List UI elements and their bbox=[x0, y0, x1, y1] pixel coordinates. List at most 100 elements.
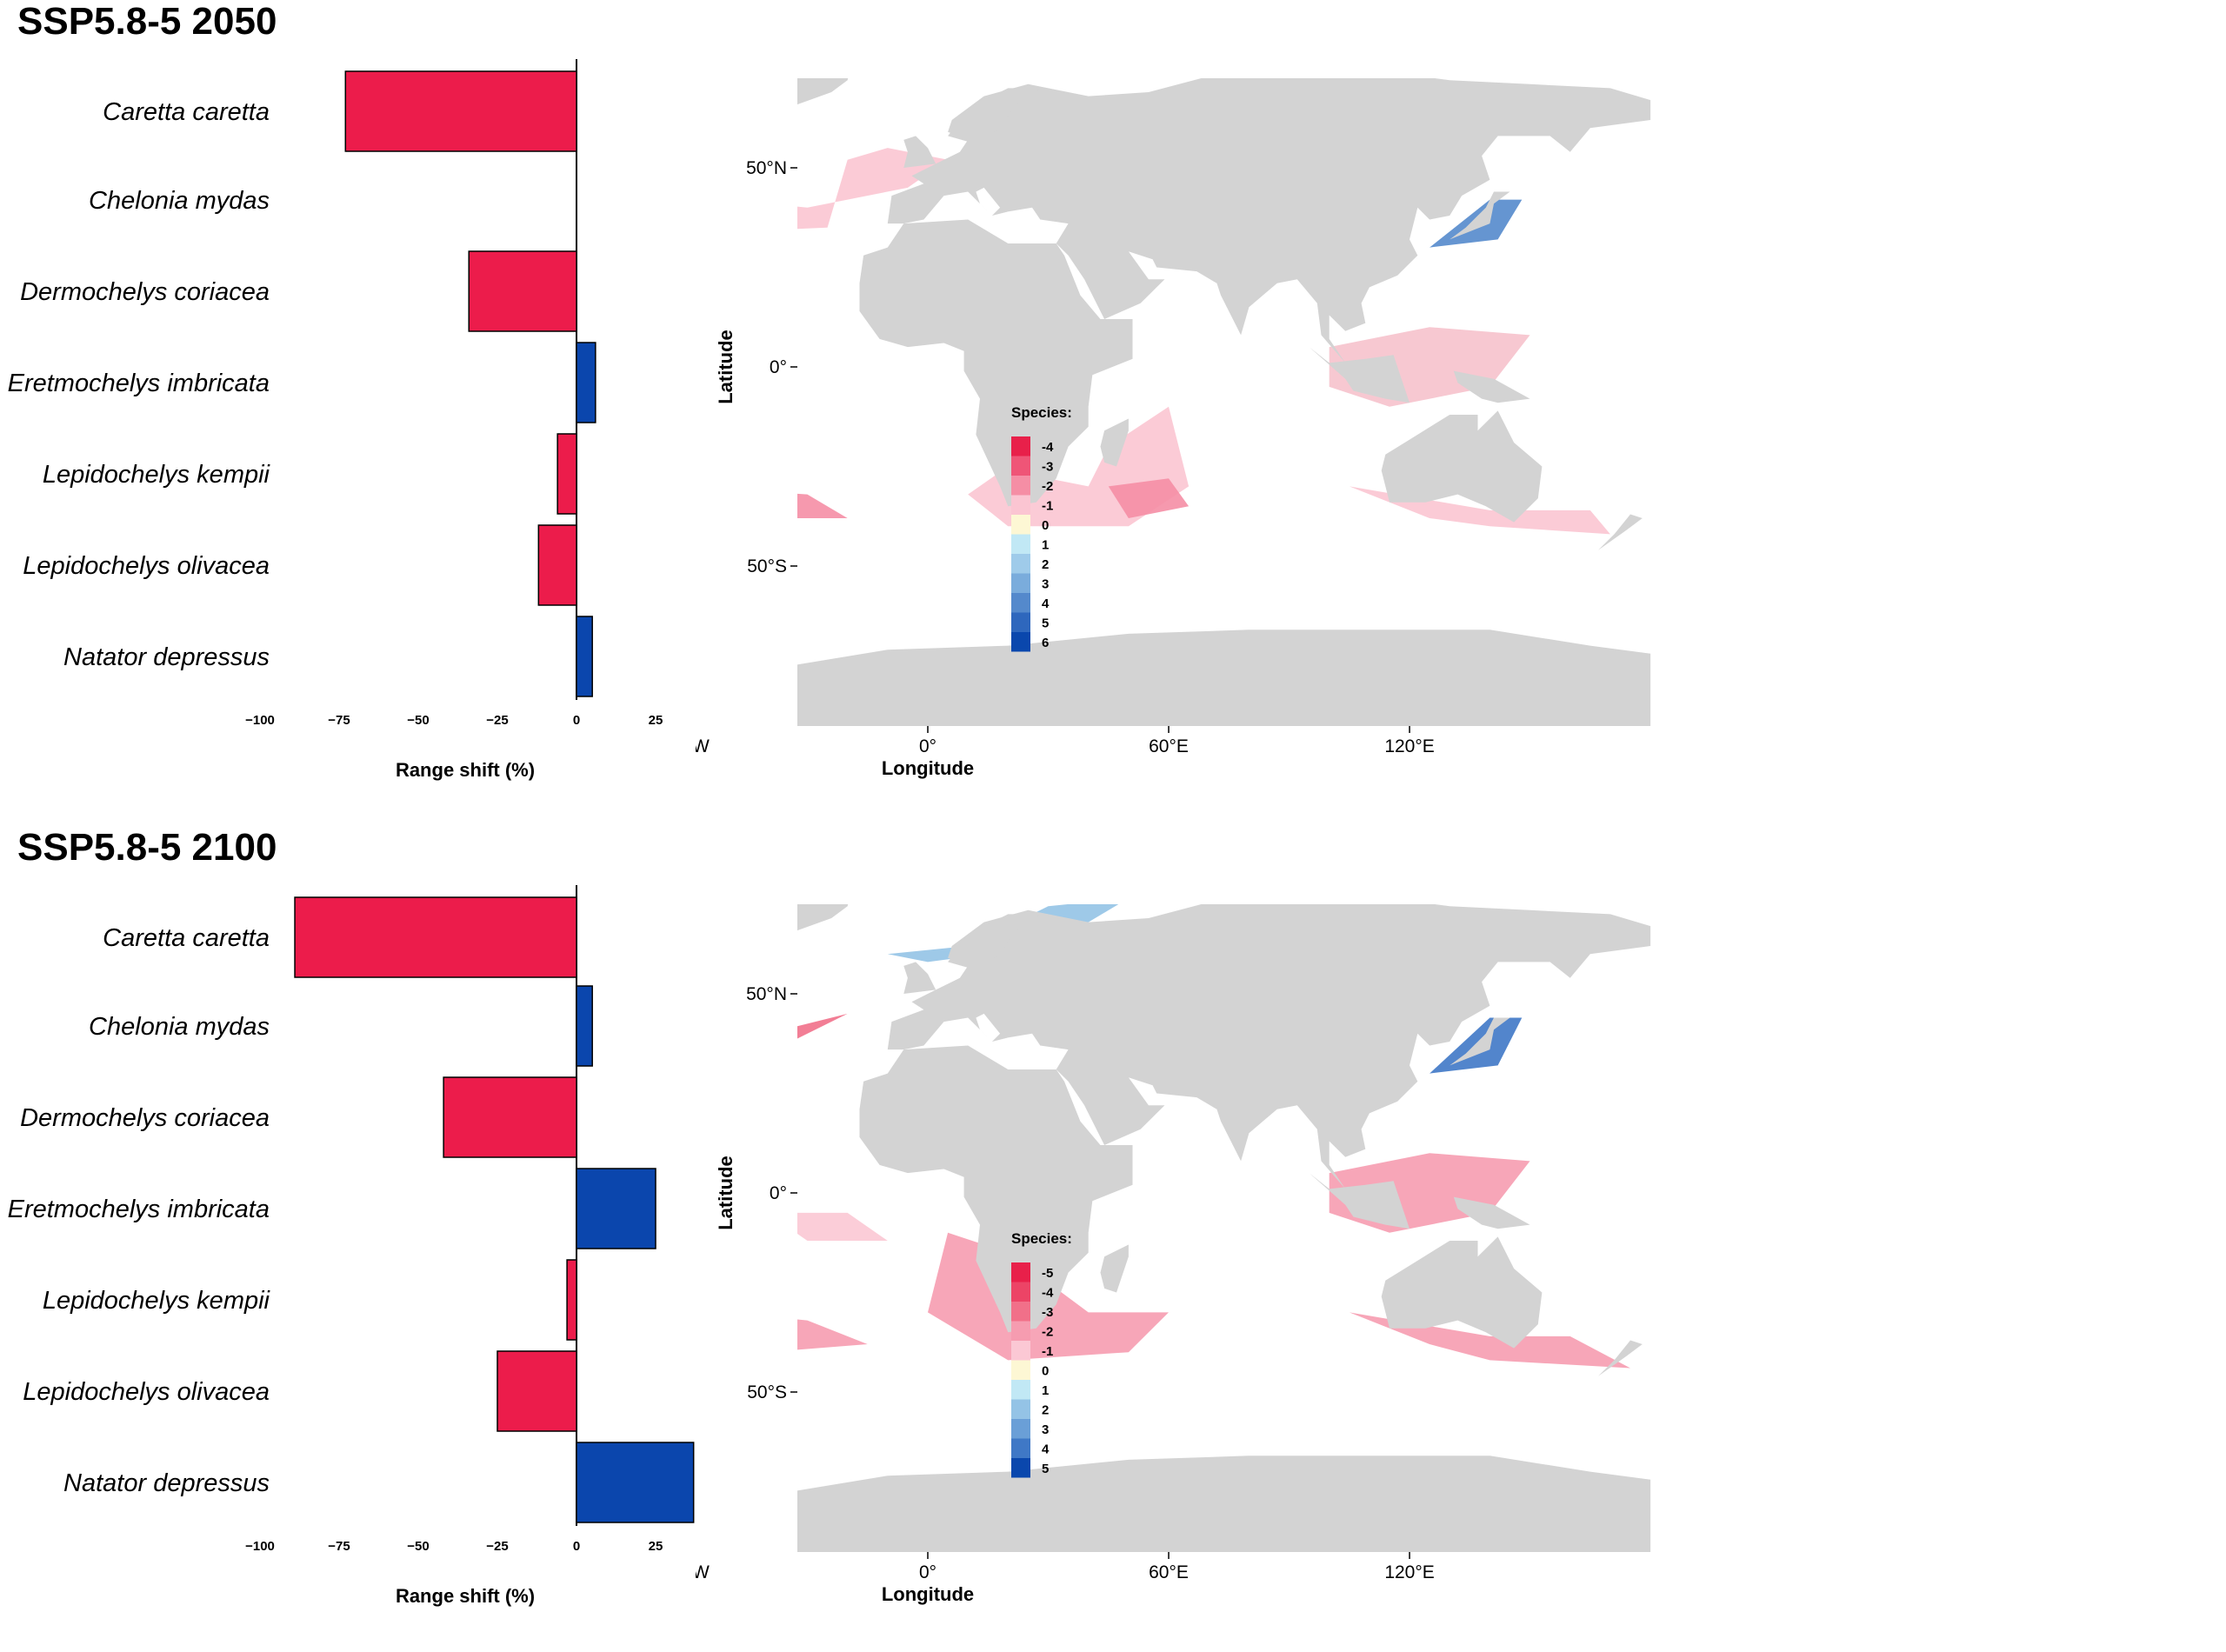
land-greenland bbox=[797, 904, 849, 931]
ocean-change-region bbox=[797, 148, 949, 230]
land-madagascar bbox=[1100, 1244, 1129, 1293]
land-north-america bbox=[696, 903, 703, 1162]
x-tick-label: 25 bbox=[649, 713, 663, 728]
legend-label: -1 bbox=[1042, 1344, 1053, 1359]
land-greenland bbox=[797, 78, 849, 105]
legend-label: 1 bbox=[1042, 1383, 1049, 1398]
land-uk bbox=[903, 962, 936, 994]
x-tick-label: 0 bbox=[573, 1539, 580, 1554]
legend-label: -5 bbox=[1042, 1266, 1053, 1281]
species-label: Dermochelys coriacea bbox=[20, 1104, 270, 1132]
land-madagascar bbox=[1100, 418, 1129, 467]
map-x-axis-title: Longitude bbox=[882, 1583, 974, 1605]
land-scandinavia bbox=[948, 914, 1041, 970]
species-label: Natator depressus bbox=[63, 643, 270, 671]
legend-swatch bbox=[1011, 1282, 1030, 1302]
land-africa bbox=[859, 219, 1133, 507]
ocean-change-region bbox=[797, 493, 848, 518]
legend-label: 1 bbox=[1042, 538, 1049, 553]
legend-label: 5 bbox=[1042, 1462, 1049, 1476]
land-new-guinea bbox=[1453, 370, 1530, 403]
legend-label: 3 bbox=[1042, 577, 1049, 592]
legend-label: 5 bbox=[1042, 616, 1049, 631]
land-indonesia bbox=[1309, 1173, 1410, 1229]
lat-tick-label: 50°S bbox=[747, 1382, 787, 1402]
map-x-axis-title: Longitude bbox=[882, 757, 974, 779]
ocean-change-region bbox=[696, 208, 727, 248]
legend-label: 4 bbox=[1042, 1442, 1050, 1457]
bar bbox=[468, 250, 577, 332]
lon-tick-label: 60°W bbox=[696, 736, 710, 756]
legend-label: -4 bbox=[1042, 440, 1054, 455]
map-2100: 120°W60°W0°60°E120°E50°N0°50°SLongitudeL… bbox=[696, 903, 1651, 1605]
species-label: Eretmochelys imbricata bbox=[8, 370, 270, 397]
legend-swatch bbox=[1011, 554, 1030, 574]
lon-tick-label: 60°E bbox=[1149, 1562, 1189, 1582]
legend-label: 0 bbox=[1042, 1364, 1049, 1379]
ocean-change-region bbox=[797, 1212, 888, 1241]
legend-swatch bbox=[1011, 593, 1030, 613]
land-eurasia bbox=[887, 904, 1651, 1189]
legend-swatch bbox=[1011, 1419, 1030, 1439]
legend-swatch bbox=[1011, 495, 1030, 515]
legend-label: 0 bbox=[1042, 518, 1049, 533]
bar bbox=[566, 1259, 577, 1341]
bar bbox=[294, 896, 577, 978]
legend-swatch bbox=[1011, 1302, 1030, 1322]
legend-swatch bbox=[1011, 573, 1030, 593]
x-tick-label: 25 bbox=[649, 1539, 663, 1554]
map-y-axis-title: Latitude bbox=[715, 330, 736, 404]
legend-label: 4 bbox=[1042, 596, 1050, 611]
x-axis-title: Range shift (%) bbox=[396, 759, 535, 781]
lon-tick-label: 60°W bbox=[696, 1562, 710, 1582]
legend-swatch bbox=[1011, 476, 1030, 496]
bar bbox=[344, 70, 577, 152]
legend-label: 3 bbox=[1042, 1422, 1049, 1437]
lon-tick-label: 120°E bbox=[1384, 1562, 1434, 1582]
legend-swatch bbox=[1011, 1321, 1030, 1341]
map-layer bbox=[696, 78, 1651, 726]
bar bbox=[576, 985, 593, 1067]
species-label: Natator depressus bbox=[63, 1469, 270, 1497]
ocean-change-region bbox=[797, 1013, 848, 1039]
land-scandinavia bbox=[948, 88, 1041, 144]
x-tick-label: −75 bbox=[328, 1539, 350, 1554]
bar bbox=[556, 433, 577, 515]
bar bbox=[443, 1076, 577, 1158]
species-label: Eretmochelys imbricata bbox=[8, 1196, 270, 1223]
species-label: Lepidochelys olivacea bbox=[23, 1378, 270, 1406]
lat-tick-label: 0° bbox=[770, 357, 787, 377]
map-y-axis-title: Latitude bbox=[715, 1156, 736, 1230]
legend-label: -1 bbox=[1042, 499, 1053, 514]
land-japan bbox=[1450, 1017, 1510, 1066]
bar bbox=[576, 1168, 656, 1249]
map-layer bbox=[696, 903, 1651, 1552]
legend-swatch bbox=[1011, 1438, 1030, 1458]
land-africa bbox=[859, 1045, 1133, 1333]
bar bbox=[576, 616, 593, 697]
legend-swatch bbox=[1011, 1360, 1030, 1380]
legend-title: Species: bbox=[1011, 404, 1072, 421]
lon-tick-label: 120°E bbox=[1384, 736, 1434, 756]
map-2050: 120°W60°W0°60°E120°E50°N0°50°SLongitudeL… bbox=[696, 78, 1651, 779]
lon-tick-label: 60°E bbox=[1149, 736, 1189, 756]
lon-tick-label: 0° bbox=[919, 1562, 936, 1582]
species-label: Chelonia mydas bbox=[89, 187, 270, 215]
bar-chart-2050: Caretta caretta Chelonia mydas Dermochelys… bbox=[8, 59, 663, 781]
land-new-zealand bbox=[1598, 514, 1643, 550]
legend-label: -2 bbox=[1042, 1325, 1053, 1340]
x-tick-label: −25 bbox=[486, 1539, 508, 1554]
panel-2100: SSP5.8-5 2100 Caretta caretta Chelonia my… bbox=[0, 826, 2226, 1652]
species-label: Lepidochelys kempii bbox=[43, 461, 271, 489]
x-tick-label: −75 bbox=[328, 713, 350, 728]
ocean-change-region bbox=[797, 1319, 868, 1350]
bar-chart-2100: Caretta caretta Chelonia mydas Dermochelys… bbox=[8, 885, 695, 1607]
x-tick-label: −50 bbox=[407, 713, 429, 728]
land-indonesia bbox=[1309, 347, 1410, 403]
land-japan bbox=[1450, 191, 1510, 240]
legend-label: 6 bbox=[1042, 636, 1049, 650]
legend-label: 2 bbox=[1042, 1403, 1049, 1418]
land-antarctica bbox=[797, 629, 1651, 726]
legend-label: 2 bbox=[1042, 557, 1049, 572]
legend-swatch bbox=[1011, 1262, 1030, 1282]
